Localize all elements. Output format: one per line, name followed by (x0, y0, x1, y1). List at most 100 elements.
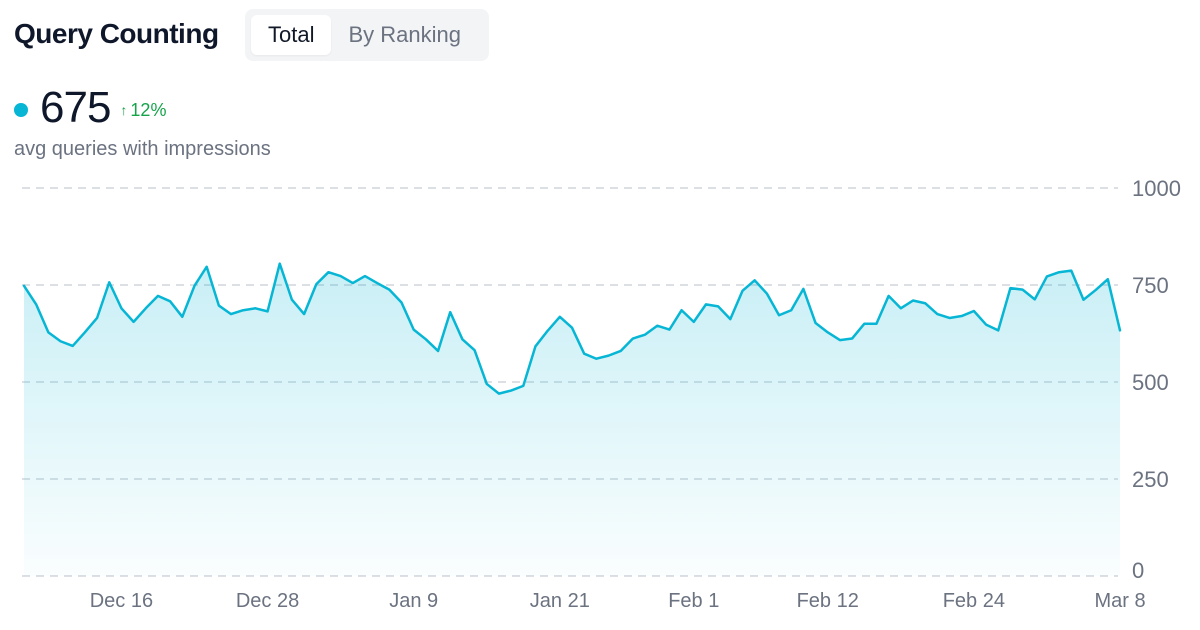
data-point[interactable] (1032, 296, 1038, 302)
data-point[interactable] (484, 381, 490, 387)
data-point[interactable] (191, 283, 197, 289)
data-point[interactable] (545, 328, 551, 334)
data-point[interactable] (1044, 273, 1050, 279)
data-point[interactable] (167, 298, 173, 304)
data-point[interactable] (788, 307, 794, 313)
data-point[interactable] (447, 309, 453, 315)
tab-total[interactable]: Total (251, 15, 332, 55)
data-point[interactable] (983, 322, 989, 328)
data-point[interactable] (934, 311, 940, 317)
data-point[interactable] (581, 351, 587, 357)
data-point[interactable] (691, 319, 697, 325)
x-tick-label: Mar 8 (1094, 590, 1145, 612)
data-point[interactable] (618, 348, 624, 354)
data-point[interactable] (739, 288, 745, 294)
metric-subtitle: avg queries with impressions (14, 138, 271, 160)
data-point[interactable] (106, 279, 112, 285)
data-point[interactable] (338, 273, 344, 279)
data-point[interactable] (179, 314, 185, 320)
data-point[interactable] (727, 316, 733, 322)
data-point[interactable] (922, 300, 928, 306)
data-point[interactable] (33, 301, 39, 307)
data-point[interactable] (703, 301, 709, 307)
tab-by-ranking[interactable]: By Ranking (348, 22, 461, 47)
data-point[interactable] (776, 312, 782, 318)
data-point[interactable] (82, 329, 88, 335)
data-point[interactable] (813, 320, 819, 326)
data-point[interactable] (216, 303, 222, 309)
data-point[interactable] (1080, 297, 1086, 303)
data-point[interactable] (825, 329, 831, 335)
data-point[interactable] (752, 277, 758, 283)
data-point[interactable] (252, 305, 258, 311)
data-point[interactable] (131, 319, 137, 325)
data-point[interactable] (849, 336, 855, 342)
data-point[interactable] (532, 343, 538, 349)
data-point[interactable] (435, 348, 441, 354)
data-point[interactable] (557, 314, 563, 320)
data-point[interactable] (265, 308, 271, 314)
x-tick-label: Feb 24 (943, 590, 1005, 612)
data-point[interactable] (715, 303, 721, 309)
data-point[interactable] (386, 287, 392, 293)
data-point[interactable] (630, 336, 636, 342)
data-point[interactable] (1105, 276, 1111, 282)
data-point[interactable] (508, 388, 514, 394)
y-tick-label: 500 (1132, 370, 1169, 395)
data-point[interactable] (350, 280, 356, 286)
data-point[interactable] (277, 261, 283, 267)
data-point[interactable] (94, 315, 100, 321)
data-point[interactable] (971, 308, 977, 314)
series-area-fill (24, 263, 1120, 576)
data-point[interactable] (606, 353, 612, 359)
data-point[interactable] (313, 281, 319, 287)
data-point[interactable] (325, 269, 331, 275)
data-point[interactable] (459, 336, 465, 342)
data-point[interactable] (642, 332, 648, 338)
data-point[interactable] (873, 321, 879, 327)
data-point[interactable] (301, 311, 307, 317)
data-point[interactable] (289, 297, 295, 303)
data-point[interactable] (70, 343, 76, 349)
data-point[interactable] (654, 323, 660, 329)
data-point[interactable] (228, 311, 234, 317)
data-point[interactable] (1068, 268, 1074, 274)
data-point[interactable] (886, 293, 892, 299)
data-point[interactable] (520, 383, 526, 389)
data-point[interactable] (362, 273, 368, 279)
data-point[interactable] (45, 329, 51, 335)
data-point[interactable] (1056, 269, 1062, 275)
x-tick-label: Feb 1 (668, 590, 719, 612)
data-point[interactable] (399, 299, 405, 305)
data-point[interactable] (155, 293, 161, 299)
data-point[interactable] (861, 321, 867, 327)
data-point[interactable] (995, 327, 1001, 333)
data-point[interactable] (837, 337, 843, 343)
data-point[interactable] (411, 327, 417, 333)
data-point[interactable] (679, 307, 685, 313)
data-point[interactable] (764, 291, 770, 297)
data-point[interactable] (118, 305, 124, 311)
y-tick-label: 1000 (1132, 176, 1181, 201)
data-point[interactable] (947, 315, 953, 321)
data-point[interactable] (1093, 287, 1099, 293)
data-point[interactable] (666, 327, 672, 333)
data-point[interactable] (496, 391, 502, 397)
data-point[interactable] (240, 307, 246, 313)
data-point[interactable] (143, 305, 149, 311)
data-point[interactable] (472, 347, 478, 353)
data-point[interactable] (374, 280, 380, 286)
data-point[interactable] (423, 336, 429, 342)
data-point[interactable] (959, 313, 965, 319)
data-point[interactable] (593, 356, 599, 362)
data-point[interactable] (21, 283, 27, 289)
data-point[interactable] (569, 325, 575, 331)
data-point[interactable] (204, 264, 210, 270)
data-point[interactable] (1007, 285, 1013, 291)
data-point[interactable] (898, 305, 904, 311)
data-point[interactable] (58, 338, 64, 344)
data-point[interactable] (800, 286, 806, 292)
data-point[interactable] (1117, 327, 1123, 333)
data-point[interactable] (910, 298, 916, 304)
data-point[interactable] (1020, 287, 1026, 293)
